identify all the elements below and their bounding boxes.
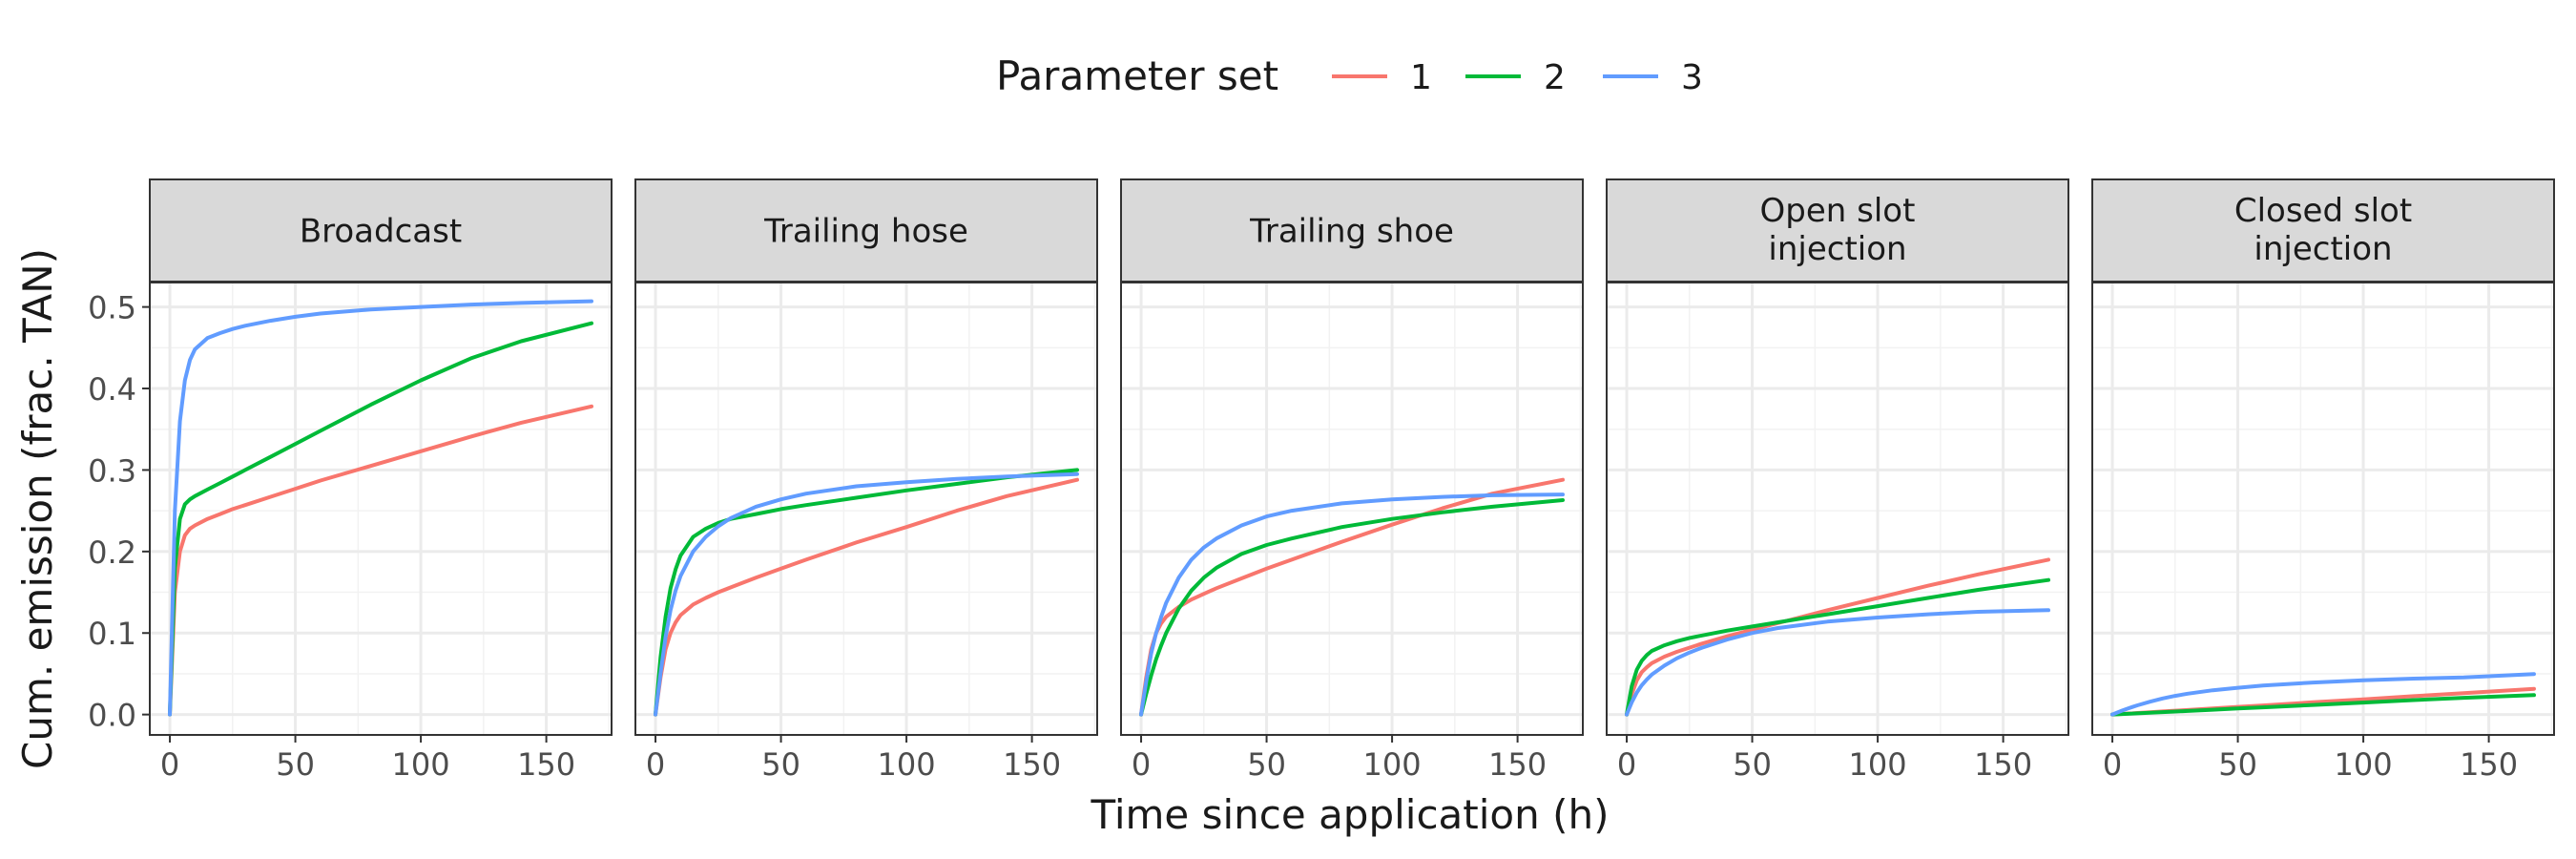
y-tick-label: 0.0 [88,698,136,734]
series-line-2 [2110,693,2536,717]
panel-strip [1120,178,1584,283]
panel-4: Open slot injection 0 50 100 150 [1606,178,2069,783]
legend-title: Parameter set [996,52,1278,99]
panel-5: Closed slot injection 0 50 100 150 [2091,178,2555,783]
legend-label-2: 2 [1544,58,1566,97]
x-tick-label: 150 [1488,746,1547,783]
panel-title-line: injection [1768,230,1906,268]
panel-border [149,282,613,736]
panel-background [150,283,612,735]
legend-label-3: 3 [1681,58,1703,97]
panel-strip [1606,178,2069,283]
x-tick-label: 0 [1132,746,1151,783]
x-tick-label: 0 [160,746,179,783]
x-tick-label: 100 [878,746,936,783]
panel-background [1607,283,2068,735]
x-tick-label: 0 [646,746,665,783]
legend: Parameter set 1 2 3 [996,52,1703,99]
x-axis-label: Time since application (h) [1090,791,1609,838]
legend-entry-3: 3 [1603,58,1703,97]
panel-title: Trailing hose [763,213,968,251]
x-tick-label: 50 [761,746,800,783]
legend-entry-2: 2 [1465,58,1566,97]
panel-title: Closed slot injection [2234,192,2412,268]
y-tick-label: 0.4 [88,371,136,408]
series-line-2 [168,321,593,717]
x-tick-label: 150 [1974,746,2032,783]
panel-1: Broadcast 0 50 100 150 [149,178,613,783]
x-tick-label: 100 [1363,746,1422,783]
panel-background [635,283,1097,735]
x-tick-label: 0 [2103,746,2122,783]
y-tick-label: 0.3 [88,452,136,489]
series-line-3 [2110,672,2536,717]
y-tick-label: 0.1 [88,616,136,652]
panel-3: Trailing shoe 0 50 100 150 [1120,178,1584,783]
x-tick-label: 50 [2218,746,2257,783]
series-line-3 [1625,608,2050,717]
series-line-2 [1625,577,2050,717]
x-tick-label: 100 [2335,746,2393,783]
x-tick-label: 0 [1617,746,1636,783]
series-line-1 [1625,557,2050,717]
panel-title: Broadcast [300,213,462,251]
series-line-3 [168,299,593,717]
x-tick-label: 50 [1247,746,1286,783]
series-line-2 [1139,498,1565,717]
panel-border [1606,282,2069,736]
x-tick-label: 150 [2460,746,2518,783]
panel-background [1121,283,1583,735]
x-tick-label: 150 [517,746,575,783]
series-line-1 [654,477,1079,717]
panel-strip [149,178,613,283]
legend-label-1: 1 [1410,58,1432,97]
panel-border [2091,282,2555,736]
panel-background [2092,283,2554,735]
panel-title: Trailing shoe [1249,213,1454,251]
panel-strip [2091,178,2555,283]
panel-2: Trailing hose 0 50 100 150 [634,178,1098,783]
panel-border [1120,282,1584,736]
legend-entry-1: 1 [1332,58,1432,97]
series-line-3 [654,471,1079,717]
x-tick-label: 50 [1733,746,1772,783]
panel-title: Open slot injection [1760,192,1916,268]
panel-title-line: Open slot [1760,192,1916,230]
x-tick-label: 50 [276,746,315,783]
panel-border [634,282,1098,736]
y-axis-label: Cum. emission (frac. TAN) [14,248,61,769]
x-tick-label: 150 [1003,746,1061,783]
panel-title-line: injection [2254,230,2392,268]
y-tick-label: 0.5 [88,290,136,326]
x-tick-label: 100 [392,746,450,783]
panel-title-line: Closed slot [2234,192,2412,230]
series-line-1 [168,404,593,717]
y-tick-label: 0.2 [88,534,136,571]
x-tick-label: 100 [1849,746,1907,783]
series-line-3 [1139,492,1565,717]
